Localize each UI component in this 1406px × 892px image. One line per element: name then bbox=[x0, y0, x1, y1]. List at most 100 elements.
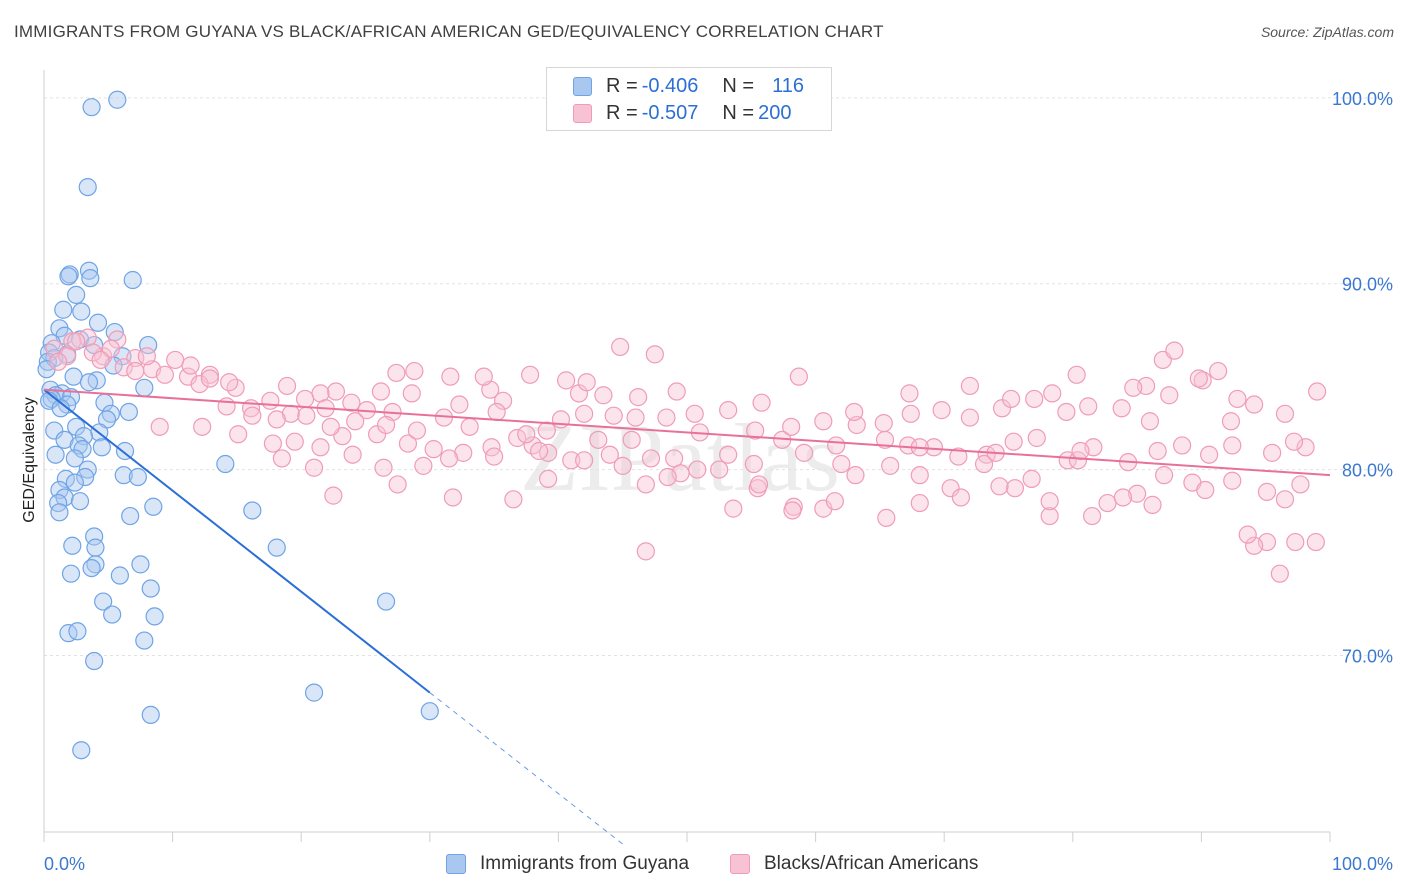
black-african-american-point bbox=[1140, 412, 1160, 431]
black-african-american-point bbox=[450, 395, 469, 414]
black-african-american-point bbox=[974, 454, 994, 474]
black-african-american-point bbox=[405, 361, 424, 381]
guyana-point bbox=[141, 579, 160, 598]
black-african-american-point bbox=[387, 363, 406, 383]
black-african-american-point bbox=[539, 469, 558, 488]
black-african-american-point bbox=[58, 347, 77, 366]
guyana-point bbox=[92, 438, 111, 457]
black-african-american-point bbox=[220, 373, 239, 392]
guyana-point bbox=[267, 538, 286, 557]
black-african-american-point bbox=[881, 456, 900, 475]
x-tick-label: 0.0% bbox=[44, 854, 85, 874]
black-african-american-point bbox=[845, 402, 864, 422]
series-guyana-points bbox=[37, 90, 439, 760]
black-african-american-point bbox=[1057, 402, 1076, 422]
black-african-american-point bbox=[1112, 399, 1131, 418]
black-african-american-point bbox=[1286, 532, 1305, 552]
y-axis-label: GED/Equivalency bbox=[21, 397, 38, 523]
black-african-american-point bbox=[311, 438, 330, 457]
black-african-american-point bbox=[1275, 404, 1295, 423]
black-african-american-point bbox=[562, 451, 581, 470]
guyana-point bbox=[110, 566, 129, 585]
black-african-american-point bbox=[263, 434, 283, 453]
guyana-trend-line bbox=[43, 388, 431, 694]
trend-lines bbox=[43, 388, 1331, 845]
x-tick-labels: 0.0% 100.0% bbox=[44, 854, 1393, 874]
guyana-point bbox=[82, 558, 101, 578]
black-african-american-point bbox=[1098, 493, 1117, 513]
black-african-american-point bbox=[1004, 432, 1023, 451]
guyana-point bbox=[59, 624, 78, 643]
guyana-point bbox=[65, 449, 84, 468]
black-african-american-swatch bbox=[573, 103, 592, 123]
black-african-american-point bbox=[494, 391, 513, 410]
black-african-american-point bbox=[1160, 386, 1179, 405]
guyana-point bbox=[135, 631, 154, 650]
black-african-american-point bbox=[900, 384, 919, 403]
guyana-point bbox=[141, 705, 160, 725]
black-african-american-point bbox=[295, 389, 315, 409]
guyana-point bbox=[94, 592, 113, 611]
black-african-american-point bbox=[517, 425, 536, 444]
black-african-american-point bbox=[1173, 436, 1192, 455]
black-african-american-point bbox=[1027, 428, 1046, 448]
x-tick-label: 100.0% bbox=[1332, 854, 1393, 874]
black-african-american-point bbox=[901, 404, 920, 423]
r-value: -0.507 bbox=[641, 101, 699, 124]
black-african-american-point bbox=[1270, 564, 1289, 583]
black-african-american-point bbox=[1040, 506, 1059, 526]
guyana-point bbox=[68, 622, 87, 641]
black-african-american-point bbox=[190, 374, 209, 394]
black-african-american-point bbox=[150, 417, 169, 436]
black-african-american-point bbox=[827, 436, 846, 455]
black-african-american-point bbox=[960, 408, 980, 427]
black-african-american-point bbox=[229, 425, 248, 444]
black-african-american-point bbox=[1071, 441, 1090, 461]
black-african-american-point bbox=[719, 401, 738, 420]
black-african-american-point bbox=[243, 406, 262, 425]
guyana-point bbox=[420, 702, 439, 721]
n-value: 200 bbox=[758, 101, 792, 124]
black-african-american-point bbox=[181, 356, 200, 375]
guyana-point bbox=[216, 454, 235, 474]
black-african-american-point bbox=[825, 492, 844, 511]
black-african-american-point bbox=[782, 417, 801, 436]
black-african-american-point bbox=[374, 458, 393, 477]
black-african-american-point bbox=[1127, 484, 1147, 503]
black-african-american-point bbox=[343, 445, 362, 464]
guyana-point bbox=[115, 441, 135, 461]
black-african-american-point bbox=[932, 401, 951, 420]
black-african-american-point bbox=[424, 440, 443, 459]
black-african-american-point bbox=[1001, 389, 1021, 409]
black-african-american-point bbox=[91, 350, 110, 370]
guyana-point bbox=[72, 302, 91, 321]
black-african-american-point bbox=[951, 488, 971, 507]
black-african-american-point bbox=[1209, 361, 1228, 381]
black-african-american-point bbox=[443, 488, 463, 507]
stats-legend-row-black-african-american: R = -0.507 N = 200 bbox=[573, 100, 791, 126]
guyana-legend-label: Immigrants from Guyana bbox=[480, 853, 690, 874]
black-african-american-point bbox=[641, 449, 661, 468]
guyana-point bbox=[54, 300, 73, 319]
guyana-point bbox=[128, 467, 147, 487]
black-african-american-point bbox=[1113, 488, 1133, 507]
guyana-point bbox=[376, 592, 396, 611]
black-african-american-point bbox=[626, 408, 645, 427]
black-african-american-point bbox=[439, 449, 459, 468]
guyana-point bbox=[70, 492, 90, 511]
guyana-point bbox=[50, 503, 69, 522]
black-african-american-point bbox=[1221, 412, 1241, 431]
black-african-american-point bbox=[267, 410, 286, 429]
guyana-point bbox=[65, 473, 84, 492]
guyana-point bbox=[145, 607, 164, 626]
black-african-american-point bbox=[749, 475, 769, 494]
black-african-american-point bbox=[629, 388, 648, 407]
black-african-american-point bbox=[1284, 432, 1304, 451]
black-african-american-point bbox=[589, 430, 608, 449]
black-african-american-point bbox=[1296, 438, 1315, 457]
guyana-point bbox=[86, 538, 105, 557]
black-african-american-point bbox=[326, 382, 346, 401]
black-african-american-point bbox=[1058, 451, 1077, 470]
black-african-american-point bbox=[1165, 341, 1184, 360]
black-african-american-point bbox=[508, 428, 527, 448]
